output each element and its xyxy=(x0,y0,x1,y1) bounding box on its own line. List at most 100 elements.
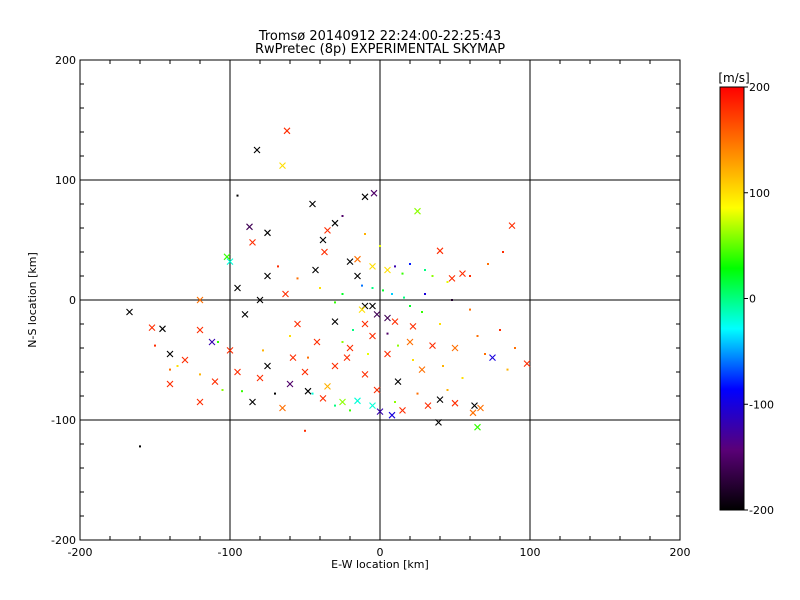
axis-ticks xyxy=(79,59,681,541)
data-point-dot xyxy=(334,301,336,304)
data-point-x xyxy=(436,247,444,255)
data-point-x xyxy=(319,236,327,244)
data-point-x xyxy=(283,127,291,135)
data-point-x xyxy=(369,402,376,409)
data-point-dot xyxy=(367,353,369,355)
data-point-x xyxy=(264,362,271,370)
data-point-x xyxy=(126,308,133,316)
data-point-dot xyxy=(484,353,486,355)
data-point-x xyxy=(249,398,256,406)
data-point-x xyxy=(324,227,331,234)
plot-area xyxy=(79,59,681,541)
colorbar-label: [m/s] xyxy=(718,71,749,85)
data-point-dot xyxy=(154,344,156,347)
data-point-x xyxy=(346,258,354,265)
data-point-x xyxy=(436,396,444,403)
data-point-dot xyxy=(469,275,471,277)
data-point-dot xyxy=(364,233,366,235)
data-point-dot xyxy=(236,194,239,197)
data-point-x xyxy=(391,318,399,325)
data-point-x xyxy=(474,423,481,431)
data-point-x xyxy=(321,248,328,256)
data-point-dot xyxy=(412,359,414,361)
data-point-x xyxy=(523,360,531,367)
data-point-x xyxy=(159,325,166,333)
data-point-dot xyxy=(382,289,384,292)
y-tick-label: -200 xyxy=(51,534,76,547)
x-tick-label: 200 xyxy=(670,546,691,559)
data-point-dot xyxy=(421,311,423,313)
colorbar-tick-label: -100 xyxy=(749,398,774,411)
data-point-x xyxy=(343,354,351,361)
data-point-x xyxy=(346,344,354,352)
data-point-x xyxy=(369,263,376,270)
data-point-x xyxy=(312,266,319,274)
y-axis-label: N-S location [km] xyxy=(26,252,39,348)
data-point-x xyxy=(223,253,231,261)
data-point-dot xyxy=(461,377,464,379)
data-point-x xyxy=(301,368,309,376)
data-point-x xyxy=(279,404,286,412)
data-point-dot xyxy=(409,263,411,265)
data-point-x xyxy=(234,368,241,376)
colorbar-tick-label: -200 xyxy=(749,504,774,517)
data-point-dot xyxy=(386,332,389,335)
data-point-x xyxy=(256,374,264,382)
data-point-x xyxy=(253,146,261,154)
y-tick-label: -100 xyxy=(51,414,76,427)
data-point-x xyxy=(469,409,477,417)
data-point-dot xyxy=(274,392,276,395)
data-point-x xyxy=(264,272,271,280)
data-point-x xyxy=(418,366,426,373)
colorbar-tick-label: 200 xyxy=(749,81,770,94)
data-point-x xyxy=(208,338,216,346)
data-point-dot xyxy=(394,401,396,403)
data-point-x xyxy=(384,266,391,274)
data-point-x xyxy=(196,326,204,334)
data-point-dot xyxy=(506,368,509,371)
data-point-x xyxy=(376,408,384,415)
data-point-x xyxy=(384,314,391,322)
x-tick-label: -100 xyxy=(218,546,243,559)
data-point-dot xyxy=(416,392,419,395)
x-tick-label: 0 xyxy=(377,546,384,559)
data-point-dot xyxy=(341,215,344,217)
data-point-dot xyxy=(289,335,291,337)
colorbar-tick-label: 0 xyxy=(749,293,756,306)
data-point-x xyxy=(313,338,321,346)
data-point-dot xyxy=(476,335,479,337)
data-point-x xyxy=(373,311,381,318)
data-point-dot xyxy=(371,287,374,289)
data-point-x xyxy=(370,189,378,197)
data-point-dot xyxy=(277,265,279,268)
data-point-dot xyxy=(502,251,504,253)
data-point-x xyxy=(406,338,414,346)
data-point-x xyxy=(196,296,204,304)
data-point-dot xyxy=(319,287,321,289)
data-point-x xyxy=(373,386,381,394)
chart-subtitle: RwPretec (8p) EXPERIMENTAL SKYMAP xyxy=(255,42,505,57)
data-point-x xyxy=(409,323,417,330)
data-point-x xyxy=(354,255,361,263)
data-point-x xyxy=(384,350,391,358)
data-point-dot xyxy=(304,429,306,432)
data-point-x xyxy=(286,380,294,388)
x-tick-label: 100 xyxy=(520,546,541,559)
data-point-x xyxy=(361,320,369,328)
data-point-x xyxy=(369,332,376,340)
data-point-x xyxy=(451,399,459,407)
data-point-dot xyxy=(394,265,396,268)
y-tick-labels: -200 -100 0 100 200 xyxy=(51,54,76,547)
data-point-dot xyxy=(217,341,219,343)
data-point-x xyxy=(471,402,478,409)
data-point-x xyxy=(394,378,402,385)
data-point-x xyxy=(309,200,316,208)
data-point-dot xyxy=(397,344,399,347)
data-point-dot xyxy=(409,305,411,307)
data-point-dot xyxy=(403,296,405,299)
data-point-x xyxy=(256,296,264,304)
data-point-x xyxy=(226,347,234,354)
data-point-dot xyxy=(221,389,224,391)
data-point-x xyxy=(358,306,366,313)
